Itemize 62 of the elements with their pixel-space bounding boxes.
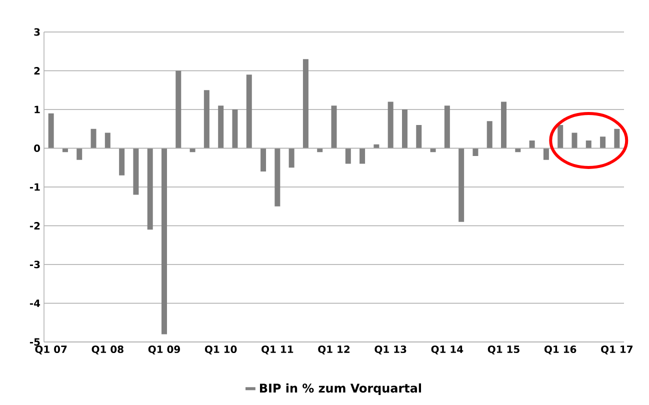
y-tick-label: -2 — [30, 222, 40, 230]
bar — [104, 132, 110, 148]
bar — [515, 148, 521, 152]
bar — [302, 59, 308, 148]
bar — [119, 148, 125, 176]
bar — [62, 148, 68, 152]
x-tick-label: Q1 12 — [318, 346, 350, 354]
bar — [133, 148, 139, 195]
y-tick-label: -5 — [30, 338, 40, 346]
bar — [486, 121, 492, 148]
x-tick-label: Q1 10 — [204, 346, 237, 354]
bar — [458, 148, 464, 222]
y-tick-label: 0 — [34, 144, 40, 152]
bar — [190, 148, 196, 152]
bar — [317, 148, 323, 152]
y-tick-label: 2 — [34, 67, 40, 74]
bar — [501, 102, 507, 148]
x-tick-label: Q1 07 — [35, 346, 67, 354]
y-tick-label: -4 — [30, 300, 40, 307]
bar — [388, 102, 394, 148]
bar — [90, 128, 96, 148]
bar — [246, 74, 252, 148]
bar — [614, 128, 620, 148]
x-tick-label: Q1 11 — [262, 346, 294, 354]
bar — [76, 148, 82, 160]
bar — [444, 106, 450, 148]
bar — [374, 144, 380, 148]
y-tick-label: 1 — [34, 106, 40, 114]
bar — [260, 148, 266, 172]
bar — [402, 110, 408, 148]
bar — [529, 140, 535, 148]
bar — [572, 132, 578, 148]
bar — [48, 113, 54, 148]
bar — [176, 70, 182, 148]
bar — [288, 148, 294, 168]
x-tick-label: Q1 08 — [92, 346, 124, 354]
bar — [161, 148, 167, 334]
bar — [558, 125, 564, 148]
bar — [274, 148, 280, 206]
x-tick-label: Q1 17 — [601, 346, 633, 354]
y-tick-label: -1 — [30, 183, 40, 191]
y-tick-label: -3 — [30, 260, 40, 268]
x-tick-label: Q1 14 — [431, 346, 464, 354]
x-tick-label: Q1 09 — [148, 346, 180, 354]
bar — [147, 148, 153, 230]
bar — [232, 110, 238, 148]
bar — [331, 106, 337, 148]
bar — [360, 148, 366, 164]
legend-label: BIP in % zum Vorquartal — [260, 383, 422, 395]
bar — [543, 148, 549, 160]
bar — [345, 148, 351, 164]
bar — [430, 148, 436, 152]
y-tick-label: 3 — [34, 28, 40, 36]
bar — [600, 136, 606, 148]
bar — [472, 148, 478, 156]
bar — [416, 125, 422, 148]
bar — [586, 140, 592, 148]
bar — [204, 90, 210, 148]
x-tick-label: Q1 13 — [374, 346, 406, 354]
x-tick-label: Q1 15 — [488, 346, 520, 354]
x-tick-label: Q1 16 — [544, 346, 576, 354]
bar — [218, 106, 224, 148]
